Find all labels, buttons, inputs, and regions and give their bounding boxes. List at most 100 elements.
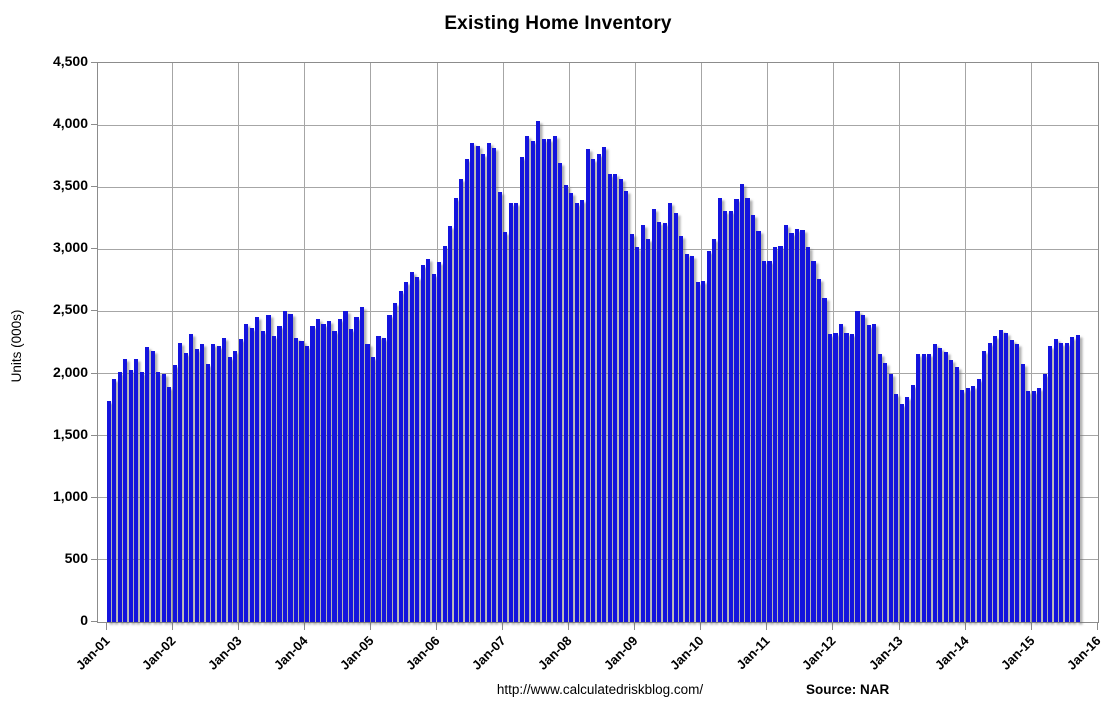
bar [470,142,475,622]
bar [916,354,921,622]
bar [315,318,321,622]
y-tick-mark [91,372,97,374]
y-tick-mark [91,310,97,312]
bar [244,323,249,622]
bar [618,179,623,622]
bar [497,192,502,622]
bar [150,350,155,622]
bar [1053,339,1058,622]
bar [805,247,811,622]
bar [684,254,689,622]
bar [728,211,733,622]
bar [872,323,877,622]
bar [387,315,392,622]
bar [112,378,117,622]
bar [976,378,981,622]
x-tick-label: Jan-08 [535,633,575,673]
bar [811,261,816,622]
bar [888,373,893,622]
bar [629,234,634,622]
x-tick-mark [369,622,371,630]
y-tick-label: 2,000 [52,363,88,380]
bar [855,310,860,622]
y-tick-label: 500 [64,549,88,566]
x-tick-mark [1096,622,1098,630]
x-tick-mark [303,622,305,630]
bar [624,190,629,622]
x-gridline [965,63,967,622]
bar [910,384,915,622]
bar [894,394,899,622]
bar [712,239,717,622]
bar [508,203,513,622]
bar [156,372,161,622]
y-tick-mark [91,62,97,63]
x-tick-label: Jan-09 [601,633,641,673]
bar [337,318,343,622]
bar [673,212,678,622]
bar [844,332,849,622]
bar [1042,374,1047,622]
bar [833,332,838,622]
x-tick-label: Jan-01 [72,633,113,673]
x-gridline [304,63,306,622]
bar [238,338,243,622]
bar [393,303,398,622]
bar [657,222,662,622]
x-tick-mark [436,622,438,630]
bar [971,385,976,622]
bar [860,315,866,622]
x-gridline [172,63,174,622]
bar [216,346,221,622]
bar [816,279,822,622]
bar [530,140,535,622]
bar [321,323,326,622]
bar [1059,342,1064,622]
bar [591,159,596,622]
bar [954,366,959,622]
bar [646,239,651,622]
bar [662,222,667,622]
bar [640,225,645,622]
x-tick-mark [634,622,636,630]
x-tick-mark [700,622,702,630]
bar [255,317,260,622]
bar [993,335,998,622]
bar [883,363,888,622]
x-tick-label: Jan-02 [138,633,179,673]
bar [459,178,464,622]
y-tick-mark [91,558,97,560]
bar [288,313,293,622]
bar [205,364,210,622]
bar [932,343,937,622]
bar [343,310,348,622]
bar [200,343,205,622]
bar [453,198,458,622]
bar [761,261,767,622]
bar [376,336,381,622]
bar [398,290,403,622]
x-tick-mark [766,622,768,630]
bar [359,307,365,622]
bar [866,324,871,622]
plot-area [97,62,1099,623]
x-tick-mark [237,622,239,630]
bar [145,347,150,622]
bar [1075,335,1080,622]
bar [783,224,789,622]
bar [167,387,172,622]
bar [448,225,453,622]
y-tick-label: 1,500 [52,425,88,442]
bar [695,282,700,622]
bar [134,359,139,622]
bar [332,330,337,622]
bar [514,203,519,622]
bar [211,343,216,622]
bar [877,353,882,622]
bar [222,338,227,622]
chart-title: Existing Home Inventory [444,13,672,34]
x-gridline [1031,63,1033,622]
bar [271,336,277,622]
bar [464,158,469,622]
